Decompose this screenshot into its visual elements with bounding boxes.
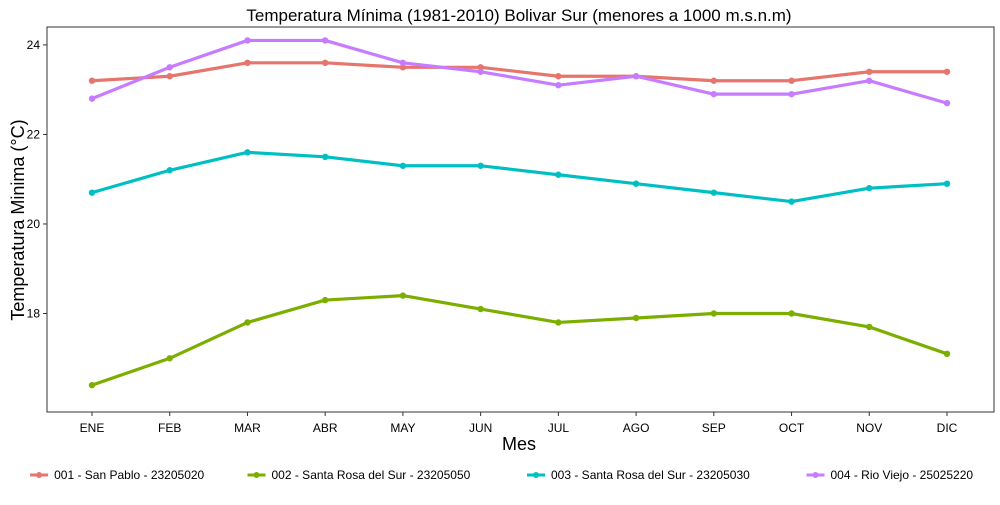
data-point <box>477 305 484 313</box>
plot-panel <box>46 26 995 413</box>
legend-key-point <box>812 472 819 478</box>
data-point <box>866 77 873 84</box>
data-point <box>943 99 951 107</box>
x-tick-label: AGO <box>623 421 650 435</box>
y-tick-label: 20 <box>27 217 41 231</box>
legend-label: 001 - San Pablo - 23205020 <box>54 468 204 482</box>
x-tick-label: OCT <box>779 421 805 435</box>
legend-key-point <box>36 472 43 478</box>
chart-title: Temperatura Mínima (1981-2010) Bolivar S… <box>246 6 791 25</box>
series-group <box>88 37 951 107</box>
series-line <box>90 294 949 387</box>
data-point <box>166 355 173 362</box>
legend-key-point <box>253 472 260 478</box>
data-point <box>555 73 562 80</box>
data-point <box>244 59 251 67</box>
data-point <box>710 90 718 98</box>
data-point <box>321 296 329 304</box>
data-point <box>555 81 562 89</box>
data-point <box>710 77 718 84</box>
data-point <box>943 350 951 358</box>
legend: 001 - San Pablo - 23205020 002 - Santa Ro… <box>28 466 973 484</box>
data-point <box>399 59 407 67</box>
legend-label: 002 - Santa Rosa del Sur - 23205050 <box>272 468 471 482</box>
data-point <box>166 73 173 80</box>
legend-item: 003 - Santa Rosa del Sur - 23205030 <box>525 466 750 484</box>
data-point <box>788 310 795 317</box>
data-point <box>866 184 873 192</box>
data-point <box>321 153 329 161</box>
y-tick-label: 18 <box>27 307 41 321</box>
data-point <box>88 95 96 102</box>
series-line <box>90 38 949 105</box>
data-point <box>477 64 484 71</box>
data-point <box>477 162 484 169</box>
x-tick-label: ENE <box>80 421 105 435</box>
axes-layer: 18 20 22 24 ENE FEB MAR ABR MAY JUN JUL AGO SEP OCT NO… <box>27 38 958 435</box>
series-layer <box>88 37 951 389</box>
data-point <box>399 162 407 169</box>
data-point <box>399 292 407 299</box>
y-tick-label: 24 <box>27 38 41 52</box>
x-axis-label: Mes <box>502 434 536 454</box>
data-point <box>166 167 173 174</box>
data-point <box>866 68 873 75</box>
x-tick-label: SEP <box>702 421 726 435</box>
data-point <box>632 180 640 187</box>
x-tick-label: JUN <box>469 421 492 435</box>
data-point <box>866 323 873 331</box>
data-point <box>399 64 407 71</box>
legend-item: 004 - Rio Viejo - 25025220 <box>804 466 974 484</box>
data-point <box>244 319 251 326</box>
data-point <box>321 37 329 44</box>
series-line <box>90 61 949 83</box>
legend-item: 001 - San Pablo - 23205020 <box>28 466 205 484</box>
series-line <box>90 150 949 204</box>
series-group <box>88 149 951 205</box>
data-point <box>943 180 951 187</box>
x-tick-label: NOV <box>856 421 882 435</box>
legend-label: 004 - Rio Viejo - 25025220 <box>831 468 974 482</box>
data-point <box>477 68 484 75</box>
data-point <box>788 77 795 84</box>
data-point <box>632 73 640 80</box>
data-point <box>788 198 795 205</box>
data-point <box>244 149 251 156</box>
data-point <box>555 171 562 178</box>
data-point <box>88 189 96 196</box>
series-group <box>88 292 951 389</box>
data-point <box>788 90 795 98</box>
data-point <box>710 310 718 317</box>
x-tick-label: MAY <box>390 421 415 435</box>
x-tick-label: JUL <box>548 421 570 435</box>
x-tick-label: DIC <box>937 421 958 435</box>
x-tick-label: FEB <box>158 421 181 435</box>
legend-key-point <box>533 472 539 478</box>
data-point <box>166 64 173 71</box>
data-point <box>88 381 96 389</box>
x-tick-label: ABR <box>313 421 338 435</box>
data-point <box>244 37 251 44</box>
data-point <box>321 59 329 67</box>
data-point <box>943 68 951 75</box>
data-point <box>632 314 640 322</box>
y-tick-label: 22 <box>27 127 41 141</box>
data-point <box>88 77 96 84</box>
data-point <box>710 189 718 196</box>
data-point <box>555 319 562 326</box>
legend-item: 002 - Santa Rosa del Sur - 23205050 <box>245 466 471 484</box>
y-axis-label: Temperatura Minima (°C) <box>8 119 28 320</box>
x-tick-label: MAR <box>234 421 261 435</box>
legend-label: 003 - Santa Rosa del Sur - 23205030 <box>551 468 750 482</box>
